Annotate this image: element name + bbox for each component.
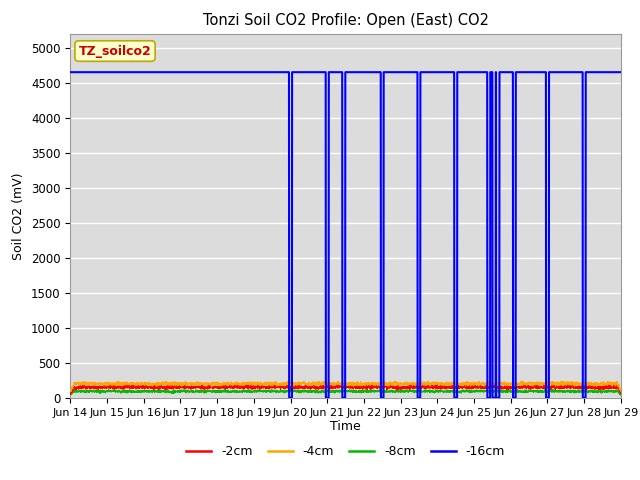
Title: Tonzi Soil CO2 Profile: Open (East) CO2: Tonzi Soil CO2 Profile: Open (East) CO2: [203, 13, 488, 28]
Y-axis label: Soil CO2 (mV): Soil CO2 (mV): [13, 172, 26, 260]
Legend: -2cm, -4cm, -8cm, -16cm: -2cm, -4cm, -8cm, -16cm: [181, 440, 510, 463]
X-axis label: Time: Time: [330, 420, 361, 432]
Text: TZ_soilco2: TZ_soilco2: [79, 45, 152, 58]
